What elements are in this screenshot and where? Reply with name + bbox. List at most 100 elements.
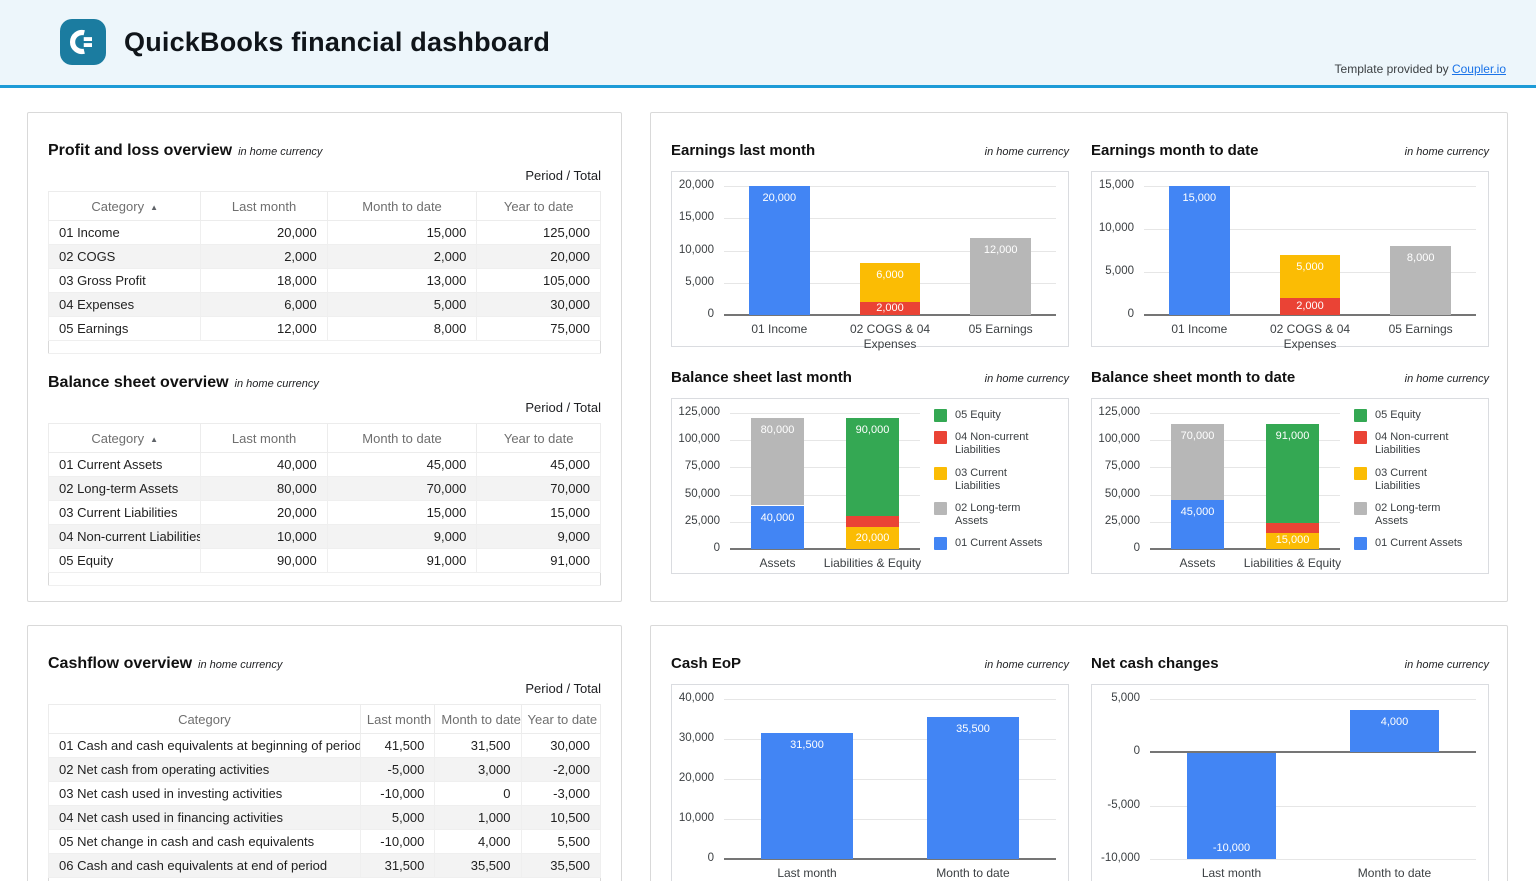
table-row: 01 Cash and cash equivalents at beginnin… xyxy=(48,733,601,758)
table-row: 02 Long-term Assets 80,000 70,000 70,000 xyxy=(47,476,601,501)
table-row: 04 Expenses 6,000 5,000 30,000 xyxy=(47,292,601,317)
earnings-last-month-block: Earnings last month in home currency 0 5,… xyxy=(671,142,1069,351)
value-cell: 5,000 xyxy=(326,292,478,317)
currency-note: in home currency xyxy=(984,146,1069,158)
x-axis-label: Assets xyxy=(759,556,796,570)
legend-item: 04 Non-current Liabilities xyxy=(1354,431,1472,457)
table-row: 04 Non-current Liabilities 10,000 9,000 9,0… xyxy=(47,524,601,549)
column-header-category: Category xyxy=(48,704,361,734)
category-cell: 04 Non-current Liabilities xyxy=(47,524,202,549)
value-cell: 5,000 xyxy=(359,805,436,830)
balance-last-month-chart: 0 25,000 50,000 75,000 100,000 125,000 40,000 8… xyxy=(671,398,1069,574)
column-header-last-month: Last month xyxy=(200,423,328,453)
balance-mtd-block: Balance sheet month to date in home curr… xyxy=(1091,369,1489,574)
bar-value-label: 2,000 xyxy=(876,302,904,315)
column-header-year-to-date: Year to date xyxy=(476,191,601,221)
gridline xyxy=(724,699,1056,700)
template-note-text: Template provided by xyxy=(1334,62,1452,76)
axis-tick-label: 125,000 xyxy=(678,406,720,418)
table-header-row: Category Last month Month to date Year to d… xyxy=(48,704,601,734)
gridline xyxy=(1150,440,1340,442)
table-row: 02 COGS 2,000 2,000 20,000 xyxy=(47,244,601,269)
axis-tick-label: 15,000 xyxy=(678,211,714,224)
value-cell: 5,500 xyxy=(520,829,601,854)
bar-segment xyxy=(970,237,1032,315)
coupler-logo-icon xyxy=(60,19,106,65)
zero-axis-line xyxy=(724,314,1056,316)
legend-swatch xyxy=(1354,431,1367,445)
value-cell: 13,000 xyxy=(326,268,478,293)
cashflow-table: Category Last month Month to date Year to d… xyxy=(48,704,601,881)
bar-value-label: 80,000 xyxy=(760,424,795,437)
currency-note: in home currency xyxy=(1404,659,1489,671)
axis-tick-label: -5,000 xyxy=(1107,798,1140,811)
net-cash-changes-chart: -10,000 -5,000 0 5,000 -10,000 Last month 4,00… xyxy=(1091,684,1489,881)
axis-tick-label: 10,000 xyxy=(1098,222,1134,234)
legend-swatch xyxy=(934,501,947,515)
dashboard-body: Profit and loss overview in home currency… xyxy=(0,88,1536,881)
legend-item: 03 Current Liabilities xyxy=(1354,466,1472,493)
gridline xyxy=(730,467,920,469)
bar-value-label: 6,000 xyxy=(876,269,904,282)
table-row: 05 Net change in cash and cash equivalen… xyxy=(48,829,601,854)
cash-eop-chart: 0 10,000 20,000 30,000 40,000 31,500 Last mont… xyxy=(671,684,1069,881)
axis-tick-label: 30,000 xyxy=(678,732,714,744)
value-cell: 9,000 xyxy=(326,524,478,549)
balance-mtd-chart: 0 25,000 50,000 75,000 100,000 125,000 45,000 7… xyxy=(1091,398,1489,574)
gridline xyxy=(730,521,920,523)
x-axis-label: Assets xyxy=(1179,556,1216,570)
column-header-category[interactable]: Category ▲ xyxy=(47,423,202,453)
table-row: 03 Net cash used in investing activities… xyxy=(48,781,601,806)
value-cell: 35,500 xyxy=(434,853,522,878)
value-cell: -10,000 xyxy=(359,781,436,806)
period-total-label: Period / Total xyxy=(525,168,601,183)
bar-value-label: -10,000 xyxy=(1212,842,1251,854)
gridline xyxy=(1150,859,1476,860)
axis-tick-label: 40,000 xyxy=(678,692,714,704)
zero-axis-line xyxy=(1150,548,1340,550)
x-axis-label: 05 Earnings xyxy=(968,322,1033,336)
page-title: QuickBooks financial dashboard xyxy=(124,27,551,57)
value-cell: 45,000 xyxy=(476,452,601,477)
category-cell: 02 Long-term Assets xyxy=(47,476,202,501)
coupler-link[interactable]: Coupler.io xyxy=(1451,62,1506,76)
bar-segment xyxy=(1349,709,1440,753)
bar-segment xyxy=(846,527,899,549)
legend-swatch xyxy=(1354,466,1367,480)
value-cell: 10,000 xyxy=(200,524,328,549)
axis-tick-label: 20,000 xyxy=(678,772,714,784)
category-cell: 03 Current Liabilities xyxy=(47,500,202,525)
value-cell: 1,000 xyxy=(434,805,522,830)
legend-label: 02 Long-term Assets xyxy=(1375,501,1441,528)
zero-axis-line xyxy=(724,858,1056,860)
gridline xyxy=(730,494,920,496)
value-cell: 91,000 xyxy=(326,548,478,573)
section-title: Profit and loss overview xyxy=(48,142,233,159)
bar-value-label: 31,500 xyxy=(790,739,824,751)
value-cell: 2,000 xyxy=(326,244,478,269)
legend-item: 03 Current Liabilities xyxy=(934,466,1052,493)
value-cell: -2,000 xyxy=(520,757,601,782)
value-cell: 35,500 xyxy=(520,853,601,878)
value-cell: 15,000 xyxy=(476,500,601,525)
bar-segment xyxy=(859,263,921,303)
gridline xyxy=(1150,494,1340,496)
bar-value-label: 40,000 xyxy=(760,511,795,524)
legend-item: 04 Non-current Liabilities xyxy=(934,431,1052,457)
value-cell: 15,000 xyxy=(326,500,478,525)
x-axis-label: 05 Earnings xyxy=(1388,322,1453,336)
gridline xyxy=(1144,229,1476,230)
gridline xyxy=(724,186,1056,187)
column-header-category[interactable]: Category ▲ xyxy=(47,191,202,221)
legend-item: 01 Current Assets xyxy=(934,537,1052,551)
zero-axis-line xyxy=(730,548,920,550)
currency-note: in home currency xyxy=(1404,373,1489,385)
value-cell: 15,000 xyxy=(326,220,478,245)
value-cell: 45,000 xyxy=(326,452,478,477)
panel-earnings-balance-charts: Earnings last month in home currency 0 5,… xyxy=(650,112,1508,602)
x-axis-label: Month to date xyxy=(936,866,1010,880)
axis-tick-label: 0 xyxy=(707,852,714,864)
axis-tick-label: 0 xyxy=(1133,542,1140,554)
balance-sheet-section: Balance sheet overview in home currency P… xyxy=(47,374,601,586)
value-cell: 20,000 xyxy=(200,500,328,525)
